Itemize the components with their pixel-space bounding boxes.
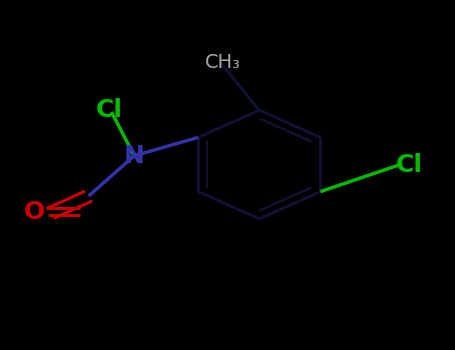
Text: Cl: Cl	[396, 153, 423, 176]
Text: N: N	[124, 144, 145, 168]
Text: Cl: Cl	[96, 98, 123, 122]
Text: CH₃: CH₃	[205, 54, 241, 72]
Text: O: O	[24, 200, 45, 224]
